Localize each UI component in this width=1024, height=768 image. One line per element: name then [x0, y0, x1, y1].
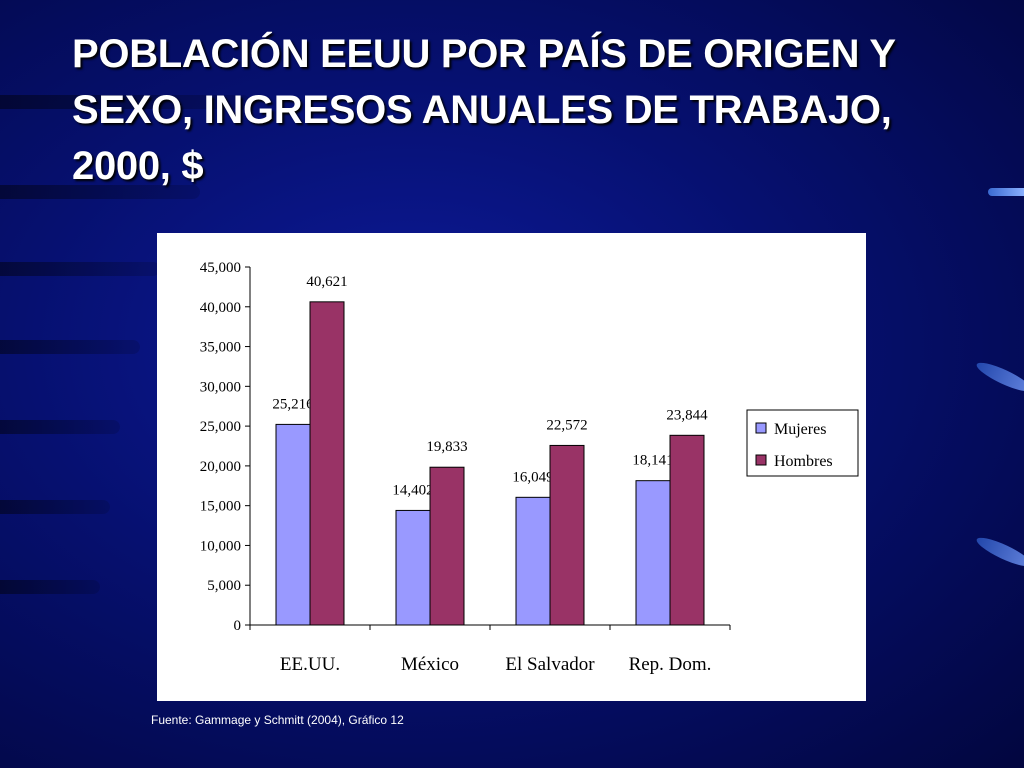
source-note: Fuente: Gammage y Schmitt (2004), Gráfic…: [151, 713, 404, 727]
x-category-label: México: [401, 654, 459, 675]
bar-hombres: [669, 434, 705, 626]
legend-swatch-mujeres: [755, 422, 767, 434]
y-tick-label: 20,000: [200, 459, 241, 475]
y-tick-label: 35,000: [200, 340, 241, 356]
data-label: 23,844: [666, 407, 708, 423]
y-tick-label: 25,000: [200, 419, 241, 435]
bar-hombres: [549, 444, 585, 626]
bar-mujeres: [395, 509, 431, 626]
data-label: 22,572: [546, 417, 587, 433]
y-tick-label: 10,000: [200, 538, 241, 554]
data-label: 40,621: [306, 274, 347, 290]
background-stripe: [0, 185, 200, 199]
decorative-curve: [973, 357, 1024, 397]
bar-mujeres: [275, 423, 311, 626]
background-stripe: [0, 420, 120, 434]
data-label: 18,141: [632, 453, 673, 469]
x-category-label: EE.UU.: [280, 654, 340, 675]
data-label: 19,833: [426, 439, 467, 455]
data-label: 14,402: [392, 482, 433, 498]
y-tick-label: 0: [234, 618, 242, 634]
chart-canvas: 0 5,000 10,000 15,000 20,000 25,000 30,000 35,0…: [200, 260, 859, 675]
bar-hombres: [429, 466, 465, 626]
slide-title: POBLACIÓN EEUU POR PAÍS DE ORIGEN Y SEXO…: [72, 32, 895, 188]
background-stripe: [0, 262, 160, 276]
y-tick-label: 5,000: [207, 578, 241, 594]
y-tick-label: 15,000: [200, 499, 241, 515]
legend-label: Hombres: [774, 453, 833, 470]
legend-swatch-hombres: [755, 454, 767, 466]
background-stripe: [0, 95, 250, 109]
background-stripe: [0, 500, 110, 514]
x-category-label: Rep. Dom.: [629, 654, 712, 675]
background-stripe: [0, 580, 100, 594]
data-label: 16,049: [512, 469, 553, 485]
x-category-label: El Salvador: [505, 654, 595, 675]
bar-chart: 0 5,000 10,000 15,000 20,000 25,000 30,000 35,0…: [157, 233, 866, 701]
decorative-bar: [988, 188, 1024, 196]
bar-hombres: [309, 301, 345, 626]
y-tick-label: 40,000: [200, 300, 241, 316]
legend-label: Mujeres: [774, 421, 826, 438]
bar-mujeres: [515, 496, 551, 626]
data-label: 25,216: [272, 396, 314, 412]
y-tick-label: 30,000: [200, 379, 241, 395]
background-stripe: [0, 340, 140, 354]
y-tick-label: 45,000: [200, 260, 241, 276]
decorative-curve: [973, 532, 1024, 572]
bar-mujeres: [635, 480, 671, 626]
